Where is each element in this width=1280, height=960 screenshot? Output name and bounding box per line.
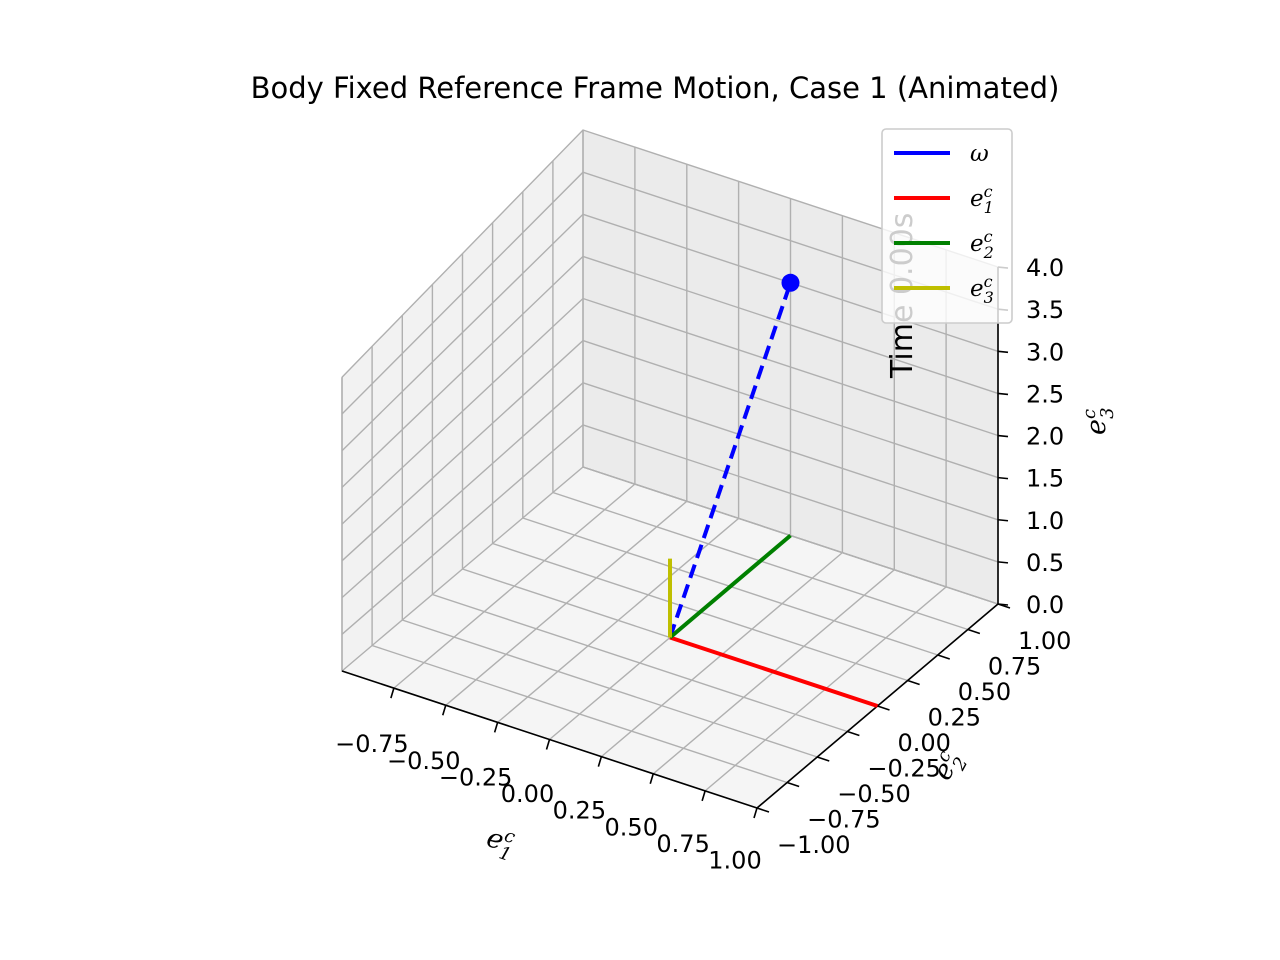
z-tick-label: 0.5 bbox=[1026, 549, 1064, 577]
x-tick-label: −0.50 bbox=[387, 747, 461, 775]
y-tick bbox=[756, 807, 770, 813]
z-tick-label: 4.0 bbox=[1026, 254, 1064, 282]
legend-entry: ec 3 bbox=[970, 272, 994, 307]
z-tick-label: 1.5 bbox=[1026, 465, 1064, 493]
tick-marks bbox=[390, 266, 1011, 819]
legend-box bbox=[881, 128, 1013, 324]
series-layer bbox=[668, 273, 879, 708]
z-axis-label: ec3 bbox=[1079, 407, 1118, 435]
y-tick-label: −1.00 bbox=[777, 831, 851, 859]
x-tick bbox=[597, 756, 603, 767]
x-tick-label: 0.25 bbox=[553, 797, 606, 825]
z-tick-label: 3.0 bbox=[1026, 338, 1064, 366]
x-tick-label: 0.50 bbox=[605, 813, 658, 841]
x-tick bbox=[441, 705, 447, 716]
y-tick-label: 0.25 bbox=[928, 704, 981, 732]
x-tick-label: 0.00 bbox=[501, 780, 554, 808]
omega-marker bbox=[781, 273, 800, 292]
y-tick-label: 0.75 bbox=[988, 653, 1041, 681]
y-tick bbox=[816, 756, 830, 762]
chart-title: Body Fixed Reference Frame Motion, Case … bbox=[251, 71, 1060, 105]
x-tick bbox=[701, 790, 706, 802]
y-tick-label: 0.00 bbox=[898, 729, 951, 757]
x-tick bbox=[649, 773, 655, 784]
y-tick-label: 1.00 bbox=[1018, 627, 1071, 655]
x-tick bbox=[545, 739, 551, 750]
z-tick bbox=[997, 603, 1009, 606]
z-tick bbox=[997, 518, 1009, 522]
z-tick-label: 2.5 bbox=[1026, 380, 1064, 408]
z-tick-label: 1.0 bbox=[1026, 507, 1064, 535]
legend-entry: ec 1 bbox=[970, 182, 994, 217]
x-tick-label: −0.25 bbox=[439, 763, 513, 791]
x-tick bbox=[493, 722, 499, 733]
y-tick-label: 0.50 bbox=[958, 678, 1011, 706]
axis-labels: −0.75−0.50−0.250.000.250.500.751.00−1.00… bbox=[335, 254, 1118, 874]
legend-entry: ω bbox=[970, 141, 989, 167]
z-tick-label: 2.0 bbox=[1026, 423, 1064, 451]
y-tick-label: −0.75 bbox=[807, 806, 881, 834]
z-tick bbox=[997, 561, 1009, 564]
x-axis-label: ec1 bbox=[481, 820, 519, 866]
y-tick bbox=[907, 679, 920, 686]
y-tick bbox=[786, 781, 800, 788]
x-tick-label: 1.00 bbox=[708, 847, 761, 875]
x-tick bbox=[390, 687, 395, 699]
y-tick-label: −0.25 bbox=[867, 755, 941, 783]
z-tick bbox=[997, 434, 1009, 438]
x-tick bbox=[753, 807, 758, 819]
legend: ω ec 1 ec 2 ec 3 bbox=[881, 128, 1013, 324]
z-tick bbox=[997, 350, 1009, 354]
x-tick-label: 0.75 bbox=[656, 830, 709, 858]
z-tick bbox=[997, 392, 1009, 396]
y-tick-label: −0.50 bbox=[837, 780, 911, 808]
z-tick bbox=[997, 476, 1009, 480]
y-tick bbox=[937, 654, 951, 660]
legend-entry: ec 2 bbox=[970, 227, 994, 262]
z-tick-label: 3.5 bbox=[1026, 296, 1064, 324]
series-line-e2c bbox=[668, 533, 792, 640]
series-line-e1c bbox=[669, 635, 879, 708]
y-tick bbox=[847, 730, 860, 737]
x-tick-label: −0.75 bbox=[335, 730, 409, 758]
y-tick bbox=[967, 628, 981, 635]
y-tick bbox=[877, 705, 890, 711]
y-axis-label: ec2 bbox=[925, 745, 972, 788]
z-tick-label: 0.0 bbox=[1026, 591, 1064, 619]
